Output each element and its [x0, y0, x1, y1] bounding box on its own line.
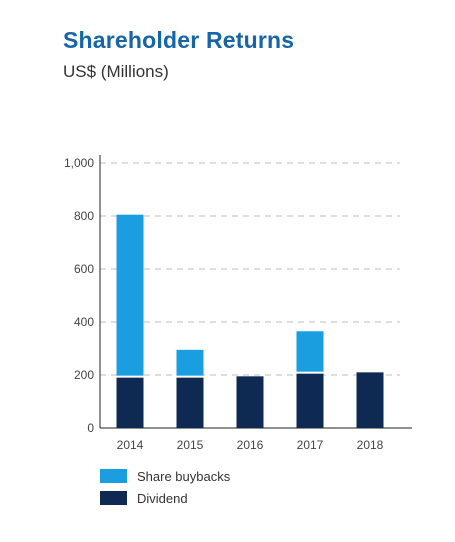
y-tick-label: 1,000 [64, 156, 94, 170]
bar-share-buybacks-2014 [116, 214, 144, 376]
x-tick-label: 2016 [237, 438, 264, 452]
legend-swatch-dividend [100, 491, 127, 505]
bar-dividend-2015 [176, 377, 204, 428]
legend-swatch-share-buybacks [100, 469, 127, 483]
bar-share-buybacks-2017 [296, 331, 324, 372]
bar-dividend-2018 [356, 372, 384, 428]
legend: Share buybacks Dividend [100, 465, 230, 509]
x-tick-label: 2018 [357, 438, 384, 452]
chart-title: Shareholder Returns [63, 27, 295, 53]
y-tick-label: 0 [87, 421, 94, 435]
bar-dividend-2017 [296, 373, 324, 428]
bar-dividend-2016 [236, 376, 264, 428]
x-tick-label: 2014 [117, 438, 144, 452]
chart-subtitle: US$ (Millions) [63, 62, 169, 81]
legend-label-dividend: Dividend [137, 490, 188, 506]
y-tick-label: 200 [74, 368, 94, 382]
y-tick-label: 600 [74, 262, 94, 276]
legend-label-share-buybacks: Share buybacks [137, 468, 231, 484]
bar-dividend-2014 [116, 377, 144, 428]
x-tick-label: 2015 [177, 438, 204, 452]
y-tick-label: 400 [74, 315, 94, 329]
legend-item-share-buybacks: Share buybacks [100, 465, 230, 487]
legend-item-dividend: Dividend [100, 487, 230, 509]
bar-share-buybacks-2015 [176, 349, 204, 376]
x-tick-label: 2017 [297, 438, 324, 452]
y-tick-label: 800 [74, 209, 94, 223]
